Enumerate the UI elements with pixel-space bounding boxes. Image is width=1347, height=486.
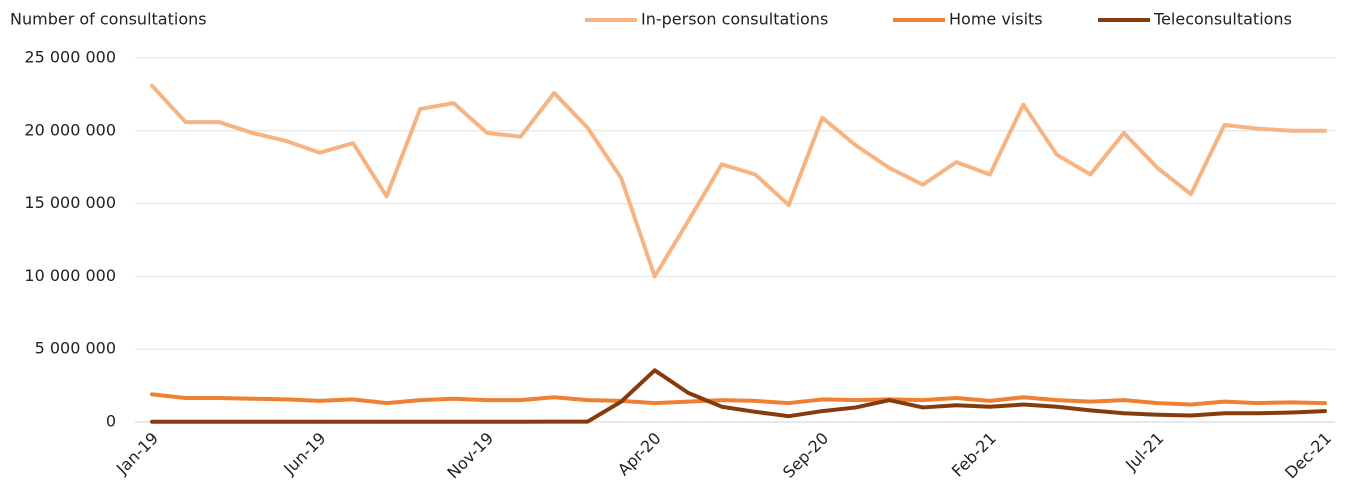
y-tick-label: 15 000 000: [24, 193, 116, 212]
legend-label: In-person consultations: [641, 10, 828, 29]
y-tick-label: 25 000 000: [24, 48, 116, 67]
series-line: [150, 392, 1327, 407]
series-line: [150, 368, 1327, 424]
y-tick-label: 5 000 000: [35, 339, 116, 358]
x-tick-label: Jan-19: [112, 429, 162, 479]
x-tick-label: Dec-21: [1281, 429, 1335, 483]
x-tick-label: Feb-21: [948, 429, 1000, 481]
legend-label: Home visits: [949, 10, 1043, 29]
y-axis-title: Number of consultations: [10, 10, 207, 29]
y-tick-label: 0: [106, 412, 116, 431]
x-tick-label: Apr-20: [614, 429, 665, 480]
legend-label: Teleconsultations: [1153, 10, 1292, 29]
series-line: [150, 83, 1327, 279]
x-tick-label: Jul-21: [1121, 429, 1167, 475]
x-tick-label: Nov-19: [443, 429, 497, 483]
x-tick-label: Jun-19: [279, 429, 329, 479]
x-tick-label: Sep-20: [779, 429, 832, 482]
y-tick-label: 20 000 000: [24, 120, 116, 139]
y-tick-label: 10 000 000: [24, 266, 116, 285]
